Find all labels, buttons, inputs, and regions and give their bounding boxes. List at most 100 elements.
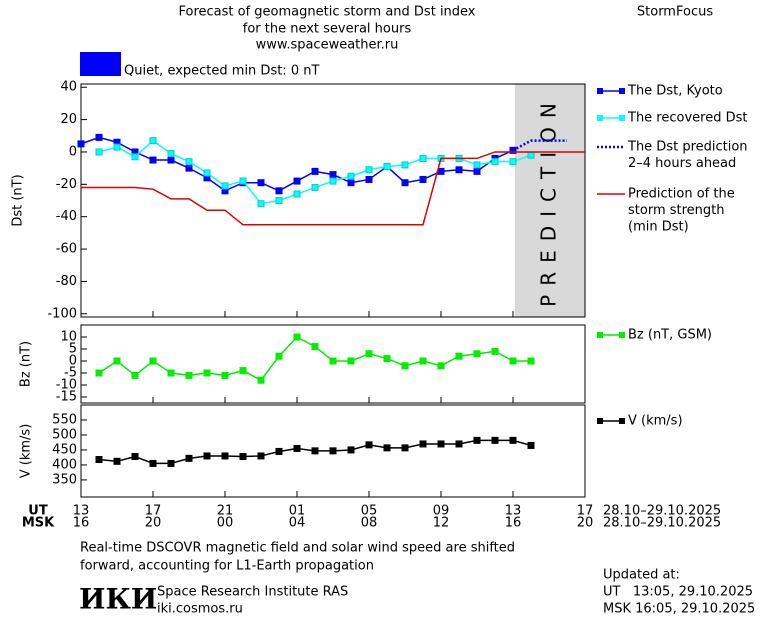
status-indicator <box>80 52 121 76</box>
y-tick-label: -10 <box>56 378 77 393</box>
legend-label: The Dst prediction <box>627 140 748 155</box>
data-point <box>455 352 463 360</box>
data-point <box>329 357 337 365</box>
x-tick-label: 13 <box>505 504 522 519</box>
x-tick-label: 08 <box>361 516 378 531</box>
data-point <box>167 150 175 158</box>
data-point <box>329 171 337 179</box>
legend-marker <box>619 115 625 121</box>
updated: Updated at: <box>603 568 680 583</box>
legend-label: The Dst, Kyoto <box>627 84 723 99</box>
data-point <box>131 371 139 379</box>
x-tick-label: 20 <box>577 516 594 531</box>
date-range: 28.10–29.10.2025 <box>603 504 721 519</box>
data-point <box>221 452 229 460</box>
data-point <box>257 179 265 187</box>
data-point <box>275 352 283 360</box>
y-tick-label: 0 <box>69 354 77 369</box>
data-point <box>221 371 229 379</box>
data-point <box>473 350 481 358</box>
plot-frame <box>80 83 586 318</box>
x-tick-label: 16 <box>73 516 90 531</box>
x-tick-label: 20 <box>145 516 162 531</box>
data-point <box>203 452 211 460</box>
updated: UT 13:05, 29.10.2025 <box>603 585 753 600</box>
y-tick-label: 5 <box>69 342 77 357</box>
data-point <box>383 444 391 452</box>
data-point <box>77 140 85 148</box>
updated: MSK 16:05, 29.10.2025 <box>603 602 755 617</box>
data-point <box>293 177 301 185</box>
data-point <box>275 187 283 195</box>
data-point <box>347 357 355 365</box>
data-point <box>509 357 517 365</box>
data-point <box>131 153 139 161</box>
data-point <box>167 369 175 377</box>
data-point <box>365 441 373 449</box>
data-point <box>527 357 535 365</box>
data-point <box>491 158 499 166</box>
data-point <box>149 357 157 365</box>
legend-marker <box>597 115 603 121</box>
data-point <box>365 350 373 358</box>
y-tick-label: -5 <box>64 366 77 381</box>
plot-frame <box>80 404 586 498</box>
data-point <box>365 175 373 183</box>
data-point <box>347 446 355 454</box>
note: forward, accounting for L1-Earth propaga… <box>80 559 374 574</box>
y-tick-label: 550 <box>52 412 77 427</box>
data-point <box>509 436 517 444</box>
data-point <box>95 369 103 377</box>
legend-label: (min Dst) <box>628 220 689 235</box>
brand: StormFocus <box>637 5 713 20</box>
legend-marker <box>619 88 625 94</box>
legend-marker <box>597 88 603 94</box>
data-point <box>401 161 409 169</box>
data-point <box>401 444 409 452</box>
data-point <box>149 137 157 145</box>
institute: iki.cosmos.ru <box>157 602 243 617</box>
y-axis-label: Bz (nT) <box>19 341 34 387</box>
x-tick-label: 01 <box>289 504 306 519</box>
data-point <box>185 158 193 166</box>
data-point <box>113 357 121 365</box>
data-point <box>95 133 103 141</box>
data-point <box>383 355 391 363</box>
institute: Space Research Institute RAS <box>157 585 348 600</box>
data-point <box>167 459 175 467</box>
legend-marker <box>597 332 603 338</box>
data-point <box>527 151 535 159</box>
data-point <box>257 376 265 384</box>
legend-marker <box>597 418 603 424</box>
y-tick-label: 450 <box>52 442 77 457</box>
y-tick-label: -20 <box>56 177 77 192</box>
data-point <box>275 447 283 455</box>
title: www.spaceweather.ru <box>256 38 399 53</box>
data-point <box>239 453 247 461</box>
data-point <box>95 456 103 464</box>
ut-label: UT <box>28 504 48 519</box>
data-point <box>455 166 463 174</box>
data-point <box>455 440 463 448</box>
data-point <box>239 177 247 185</box>
data-point <box>149 459 157 467</box>
status-text: Quiet, expected min Dst: 0 nT <box>124 64 319 79</box>
data-point <box>419 440 427 448</box>
data-point <box>329 447 337 455</box>
prediction-label: PREDICTION <box>536 94 560 307</box>
data-point <box>257 200 265 208</box>
y-tick-label: 10 <box>60 330 77 345</box>
data-point <box>419 154 427 162</box>
data-point <box>131 453 139 461</box>
prediction-region <box>514 84 585 317</box>
y-tick-label: 20 <box>60 112 77 127</box>
data-point <box>311 343 319 351</box>
data-point <box>113 457 121 465</box>
data-point <box>437 167 445 175</box>
data-point <box>239 367 247 375</box>
data-point <box>365 166 373 174</box>
data-point <box>185 164 193 172</box>
legend-marker <box>619 332 625 338</box>
series-line <box>81 151 585 226</box>
data-point <box>311 167 319 175</box>
